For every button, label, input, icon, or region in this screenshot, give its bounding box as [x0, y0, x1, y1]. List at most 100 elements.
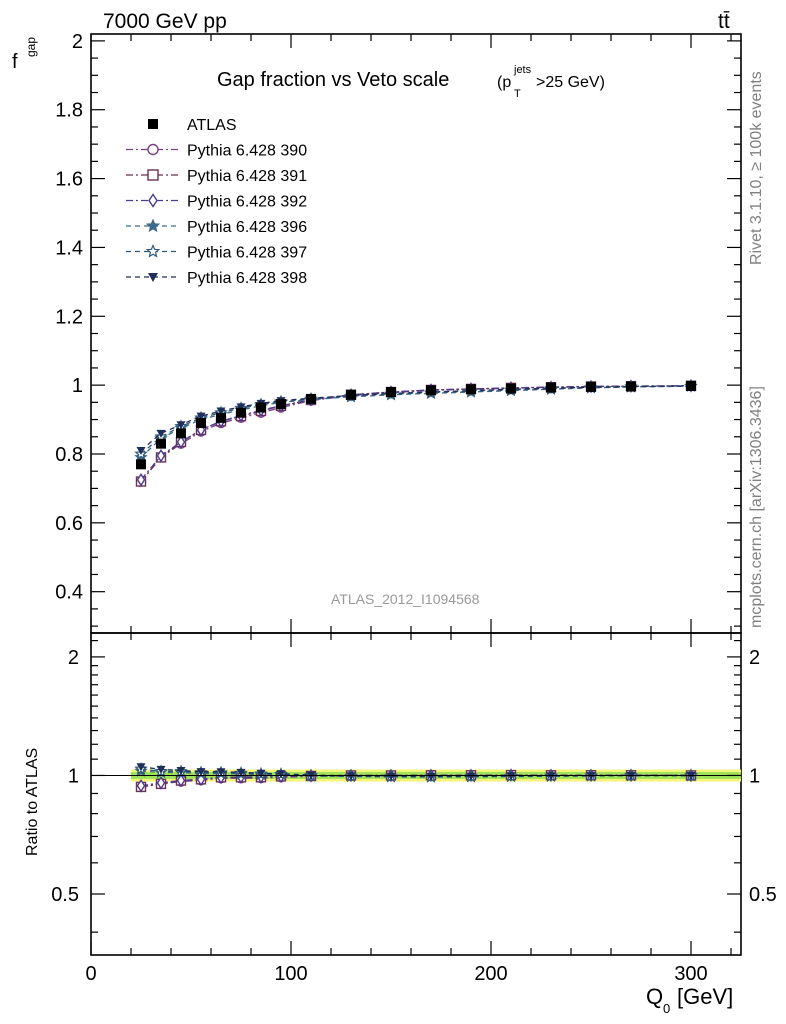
legend-marker-atlas: [148, 119, 158, 129]
ratio-plot-frame: [90, 632, 742, 956]
data-point: [136, 459, 146, 470]
ratio-series-point: [176, 773, 186, 788]
data-series-atlas: [136, 380, 696, 470]
rivet-label: Rivet 3.1.10, ≥ 100k events: [748, 71, 765, 265]
ratio-series-point: [386, 772, 396, 781]
ratio-series-point: [216, 768, 226, 777]
main-series-line: [140, 385, 692, 482]
legend-label: Pythia 6.428 390: [187, 143, 307, 160]
analysis-label: ATLAS_2012_I1094568: [331, 591, 480, 607]
ratio-series-point: [136, 778, 146, 793]
legend-label: Pythia 6.428 398: [187, 270, 307, 287]
data-point: [686, 380, 696, 391]
x-label-sub: 0: [663, 1001, 670, 1016]
title-sup: jets: [513, 64, 532, 76]
ratio-series-point: [546, 772, 556, 781]
data-point: [586, 381, 596, 392]
data-point: [506, 383, 516, 394]
main-y-label-sub: gap: [24, 37, 38, 57]
data-point: [546, 382, 556, 393]
legend-marker: [148, 273, 158, 282]
main-series-1: [135, 380, 697, 487]
axis-tick-labels: 0 100 200 300 0.4 0.6 0.8 1 1.2 1.4 1.6 1.8 2 0.5 0.5 1…: [51, 31, 777, 985]
ratio-series-point: [176, 767, 186, 776]
data-point: [276, 399, 286, 410]
legend-marker: [148, 193, 158, 208]
main-series-point: [156, 448, 166, 463]
y-tick-label-ratio-left: 0.5: [51, 884, 79, 906]
x-tick-label: 0: [85, 963, 96, 985]
x-tick-label: 200: [474, 963, 507, 985]
legend-marker: [147, 143, 159, 156]
legend-label: Pythia 6.428 396: [187, 219, 307, 236]
legend-label-atlas: ATLAS: [187, 117, 237, 134]
title-sub: T: [514, 88, 521, 100]
main-series-line: [140, 385, 692, 481]
title-main: Gap fraction vs Veto scale: [217, 69, 449, 91]
data-point: [346, 389, 356, 400]
legend-label: Pythia 6.428 392: [187, 194, 307, 211]
main-series-point: [176, 435, 186, 449]
main-y-label: f: [12, 51, 18, 73]
legend-label: Pythia 6.428 391: [187, 168, 307, 185]
ratio-series-point: [506, 772, 516, 781]
x-tick-label: 300: [674, 963, 707, 985]
axis-ticks: [90, 34, 741, 955]
main-series-line: [140, 385, 692, 482]
legend-marker: [145, 243, 161, 258]
data-point: [156, 438, 166, 449]
ratio-series-point: [156, 765, 166, 774]
main-series-line: [140, 385, 692, 452]
x-label: Q: [646, 984, 663, 1009]
data-point: [236, 407, 246, 418]
data-point: [466, 384, 476, 395]
data-point: [306, 393, 316, 404]
ratio-series-point: [136, 763, 146, 772]
ratio-series-point: [256, 769, 266, 778]
ratio-series-point: [466, 772, 476, 781]
y-tick-label-ratio-left: 1: [68, 765, 79, 787]
x-tick-label: 100: [274, 963, 307, 985]
legend-marker: [145, 218, 161, 233]
ratio-series-point: [236, 768, 246, 777]
y-tick-label-main: 1.4: [55, 237, 83, 259]
main-series-3: [136, 379, 696, 487]
main-series-group: [134, 379, 698, 487]
y-tick-label-ratio-left: 2: [68, 647, 79, 669]
main-series-point: [216, 407, 226, 416]
main-y-axis-label: f gap: [12, 37, 38, 73]
y-tick-label-ratio-right: 2: [749, 647, 760, 669]
process-label: tt̄: [718, 10, 730, 33]
main-series-point: [136, 447, 146, 456]
ratio-series-point: [346, 772, 356, 781]
ratio-series-point: [426, 772, 436, 781]
y-tick-label-main: 1: [72, 375, 83, 397]
ratio-y-label: Ratio to ATLAS: [24, 748, 41, 856]
title-suffix: (p: [497, 74, 511, 91]
x-axis-label: Q 0 [GeV]: [646, 984, 733, 1016]
data-point: [176, 428, 186, 439]
mcplots-label: mcplots.cern.ch [arXiv:1306.3436]: [748, 386, 765, 628]
y-tick-label-main: 0.8: [55, 444, 83, 466]
data-point: [426, 385, 436, 396]
y-tick-label-main: 1.8: [55, 100, 83, 122]
y-tick-label-ratio-right: 1: [749, 765, 760, 787]
main-series-point: [156, 429, 166, 438]
title-cut: >25 GeV): [536, 74, 605, 91]
ratio-series-point: [586, 772, 596, 781]
y-tick-label-main: 2: [72, 31, 83, 53]
data-point: [196, 418, 206, 429]
chart-title: Gap fraction vs Veto scale (p jets T >25…: [217, 64, 605, 100]
main-series-2: [135, 380, 697, 487]
data-point: [256, 402, 266, 413]
ratio-series-point: [276, 770, 286, 779]
main-series-point: [236, 403, 246, 412]
x-label-unit: [GeV]: [677, 984, 733, 1009]
legend-label: Pythia 6.428 397: [187, 245, 307, 262]
main-series-point: [196, 412, 206, 421]
y-tick-label-main: 0.4: [55, 582, 83, 604]
legend-marker: [147, 169, 159, 181]
y-tick-label-main: 0.6: [55, 513, 83, 535]
main-series-point: [176, 421, 186, 430]
